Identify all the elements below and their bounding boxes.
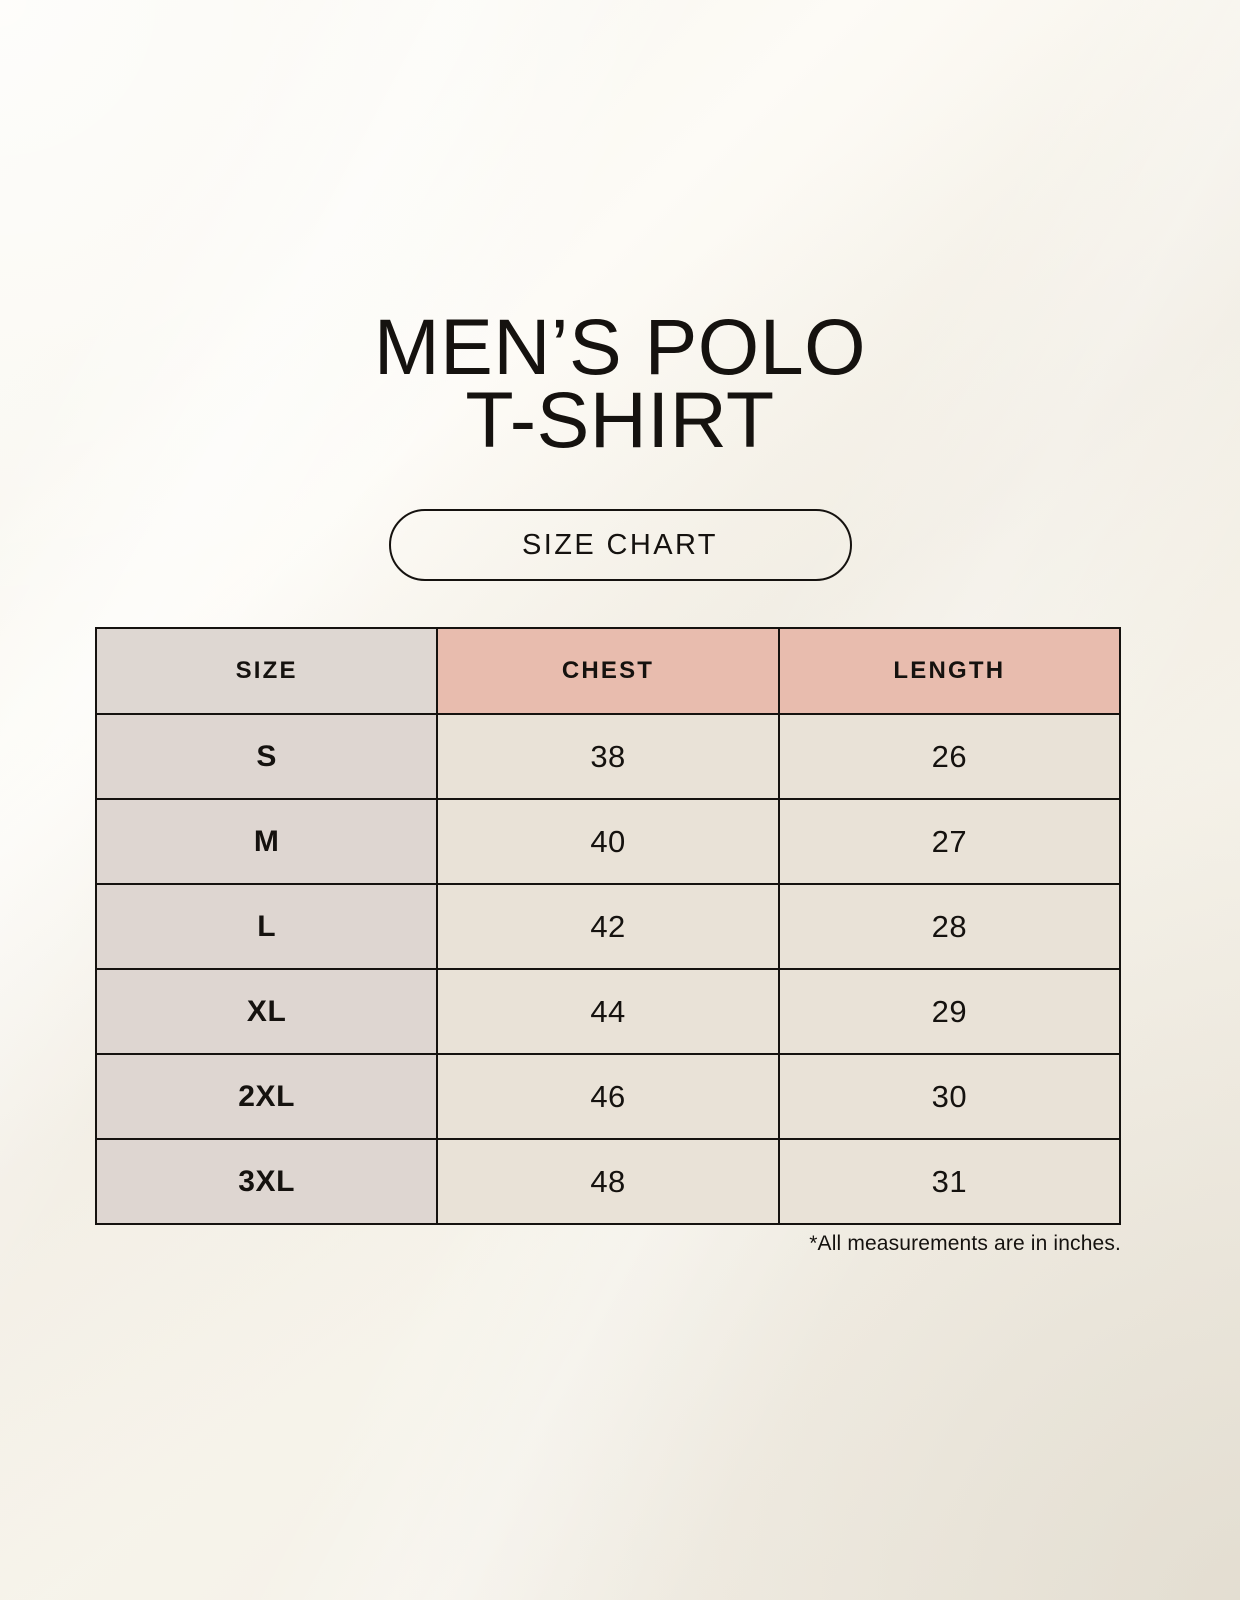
cell-size: 2XL <box>94 1053 439 1140</box>
size-chart-badge-label: SIZE CHART <box>522 528 718 561</box>
column-header-length: LENGTH <box>777 627 1122 715</box>
table-row: L 42 28 <box>94 883 1122 970</box>
cell-length: 31 <box>777 1138 1122 1225</box>
cell-length: 30 <box>777 1053 1122 1140</box>
cell-length-value: 31 <box>931 1163 967 1199</box>
page-title: MEN’S POLO T-SHIRT <box>0 302 1240 464</box>
cell-chest: 48 <box>436 1138 780 1225</box>
cell-size-value: S <box>256 739 277 773</box>
cell-size-value: 3XL <box>238 1164 296 1198</box>
size-table-header: SIZE CHEST LENGTH <box>94 627 1122 715</box>
cell-size-value: XL <box>246 994 287 1028</box>
table-row: 3XL 48 31 <box>94 1138 1122 1225</box>
cell-length: 28 <box>777 883 1122 970</box>
cell-chest: 42 <box>436 883 780 970</box>
cell-chest-value: 48 <box>590 1163 626 1199</box>
cell-length-value: 28 <box>931 908 967 944</box>
cell-size-value: M <box>253 824 280 858</box>
column-header-chest: CHEST <box>436 627 780 715</box>
page-title-line-1: MEN’S POLO <box>373 302 867 391</box>
cell-length-value: 30 <box>931 1078 967 1114</box>
cell-chest: 46 <box>436 1053 780 1140</box>
cell-chest-value: 38 <box>590 738 626 774</box>
table-row: XL 44 29 <box>94 968 1122 1055</box>
cell-chest-value: 42 <box>590 908 626 944</box>
page-title-line-2: T-SHIRT <box>465 375 775 464</box>
size-chart-badge-container: SIZE CHART <box>0 509 1240 581</box>
column-header-chest-label: CHEST <box>561 657 655 684</box>
size-table-container: SIZE CHEST LENGTH S 38 <box>94 627 1122 1225</box>
table-row: M 40 27 <box>94 798 1122 885</box>
table-row: S 38 26 <box>94 713 1122 800</box>
size-chart-badge: SIZE CHART <box>388 509 852 581</box>
cell-chest: 44 <box>436 968 780 1055</box>
cell-chest: 40 <box>436 798 780 885</box>
cell-size: S <box>94 713 439 800</box>
cell-chest-value: 44 <box>590 993 626 1029</box>
cell-length-value: 29 <box>931 993 967 1029</box>
size-table-body: S 38 26 M 40 <box>94 713 1122 1225</box>
cell-chest: 38 <box>436 713 780 800</box>
measurement-unit-note: *All measurements are in inches. <box>809 1232 1121 1255</box>
cell-size-value: 2XL <box>238 1079 296 1113</box>
cell-size: 3XL <box>94 1138 439 1225</box>
cell-size-value: L <box>257 909 277 943</box>
cell-size: M <box>94 798 439 885</box>
cell-size: L <box>94 883 439 970</box>
cell-length-value: 26 <box>931 738 967 774</box>
cell-size: XL <box>94 968 439 1055</box>
column-header-size-label: SIZE <box>235 657 298 684</box>
column-header-size: SIZE <box>94 627 439 715</box>
cell-chest-value: 46 <box>590 1078 626 1114</box>
cell-length: 29 <box>777 968 1122 1055</box>
table-row: 2XL 46 30 <box>94 1053 1122 1140</box>
cell-chest-value: 40 <box>590 823 626 859</box>
table-header-row: SIZE CHEST LENGTH <box>94 627 1122 715</box>
cell-length: 27 <box>777 798 1122 885</box>
cell-length: 26 <box>777 713 1122 800</box>
column-header-length-label: LENGTH <box>893 657 1006 684</box>
cell-length-value: 27 <box>931 823 967 859</box>
size-table: SIZE CHEST LENGTH S 38 <box>94 627 1122 1225</box>
